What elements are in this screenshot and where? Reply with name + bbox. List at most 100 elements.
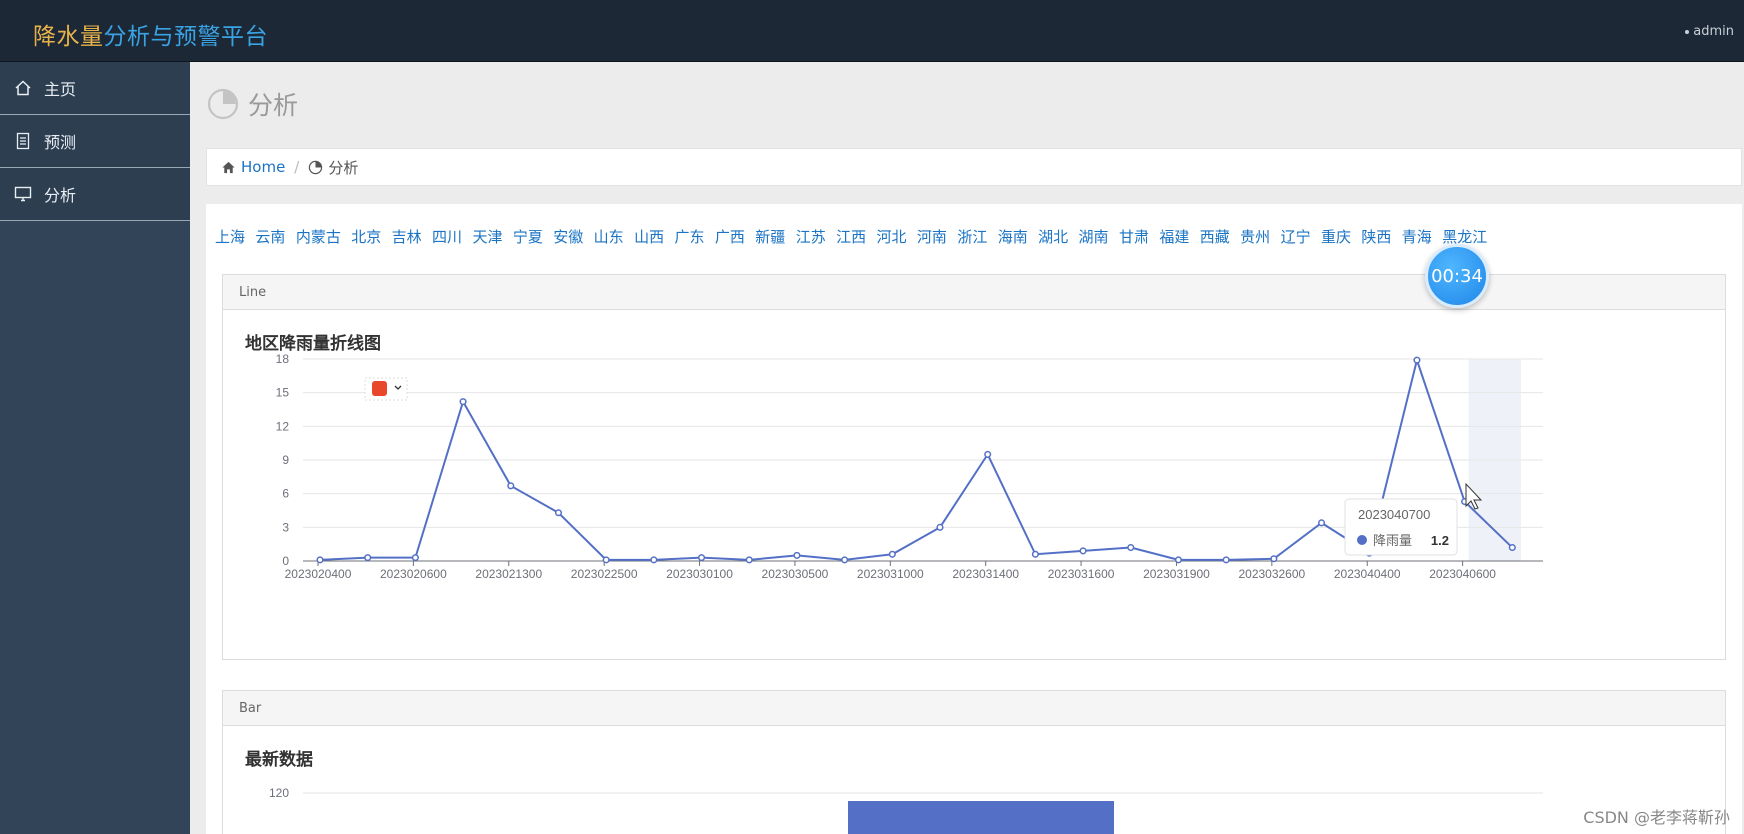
data-point xyxy=(936,523,944,531)
region-link[interactable]: 西藏 xyxy=(1199,228,1230,246)
region-link[interactable]: 江西 xyxy=(836,228,867,246)
watermark: CSDN @老李蒋靳孙 xyxy=(1583,808,1730,827)
region-link[interactable]: 甘肃 xyxy=(1118,228,1149,246)
rainfall-line-chart[interactable]: 0 3 6 9 12 15 18 2023020400 2023020600 2023021300… xyxy=(223,337,1727,657)
series-line-rainfall xyxy=(319,356,1514,561)
region-link[interactable]: 安徽 xyxy=(553,228,584,246)
region-link[interactable]: 青海 xyxy=(1401,228,1432,246)
data-point xyxy=(1222,556,1230,564)
region-link[interactable]: 内蒙古 xyxy=(295,228,341,246)
sidebar-item-analysis[interactable]: 分析 xyxy=(0,168,190,221)
breadcrumb-home[interactable]: Home xyxy=(221,158,285,176)
region-links: 上海 云南 内蒙古 北京 吉林 四川 天津 宁夏 安徽 山东 山西 广东 广西 新疆 江苏 江西 河北 河南 浙江海… xyxy=(215,226,1498,247)
region-link[interactable]: 云南 xyxy=(255,228,286,246)
region-link[interactable]: 河北 xyxy=(876,228,907,246)
data-point xyxy=(316,556,324,564)
data-point xyxy=(984,450,992,458)
brand-part1: 降水量 xyxy=(33,24,104,50)
sidebar-item-predict[interactable]: 预测 xyxy=(0,115,190,168)
data-point xyxy=(1079,547,1087,555)
x-tick-label: 2023020600 xyxy=(380,567,447,581)
chart-tooltip: 2023040700 降雨量 1.2 xyxy=(1344,498,1458,556)
pie-chart-icon xyxy=(309,160,323,174)
x-tick-label: 2023031400 xyxy=(952,567,1019,581)
ime-arrow xyxy=(394,385,402,390)
line-chart-card: Line 地区降雨量折线图 0 3 6 9 12 15 18 2023020400 202302… xyxy=(222,274,1726,660)
sidebar: 主页 预测 分析 xyxy=(0,62,190,834)
x-tick-label: 2023030100 xyxy=(666,567,733,581)
x-tick-label: 2023031000 xyxy=(857,567,924,581)
data-point xyxy=(888,550,896,558)
x-tick-label: 2023032600 xyxy=(1238,567,1305,581)
home-icon xyxy=(222,161,235,173)
data-point xyxy=(841,556,849,564)
x-tick-label: 2023040600 xyxy=(1429,567,1496,581)
data-point xyxy=(1127,543,1135,552)
region-link[interactable]: 新疆 xyxy=(755,228,786,246)
x-tick-label: 2023031900 xyxy=(1143,567,1210,581)
tooltip-value: 1.2 xyxy=(1431,533,1449,548)
brand-part2: 分析与预警平台 xyxy=(103,24,268,50)
y-tick-label: 18 xyxy=(276,352,290,366)
breadcrumb-separator: / xyxy=(294,158,300,176)
breadcrumb-current-label: 分析 xyxy=(328,158,359,177)
page-header: 分析 xyxy=(206,86,298,122)
tooltip-box xyxy=(1344,498,1458,556)
app-brand[interactable]: 降水量分析与预警平台 xyxy=(33,17,268,51)
user-name: admin xyxy=(1693,24,1734,39)
region-link[interactable]: 山西 xyxy=(634,228,665,246)
pie-chart-icon xyxy=(207,88,239,120)
region-link[interactable]: 海南 xyxy=(997,228,1028,246)
data-point xyxy=(1270,555,1278,563)
region-link[interactable]: 广东 xyxy=(674,228,705,246)
region-link[interactable]: 贵州 xyxy=(1240,228,1271,246)
latest-bar-chart[interactable]: 120 xyxy=(223,777,1727,834)
tooltip-series: 降雨量 xyxy=(1373,533,1412,548)
breadcrumb: Home / 分析 xyxy=(206,148,1742,186)
main-content: 分析 Home / 分析 上海 云南 内蒙古 北京 吉林 四川 天津 宁夏 安徽 山东 山西 广东 广西… xyxy=(190,62,1744,834)
data-point xyxy=(1317,519,1326,527)
region-link[interactable]: 重庆 xyxy=(1320,228,1351,246)
y-tick-label: 120 xyxy=(269,786,289,800)
region-link[interactable]: 福建 xyxy=(1159,228,1190,246)
region-link[interactable]: 上海 xyxy=(215,228,246,246)
bar-chart-card: Bar 最新数据 120 xyxy=(222,690,1726,834)
sidebar-item-label: 分析 xyxy=(44,186,77,205)
timer-badge[interactable]: 00:34 xyxy=(1425,244,1489,308)
data-point xyxy=(1413,356,1421,364)
region-link[interactable]: 辽宁 xyxy=(1280,228,1311,246)
y-tick-label: 3 xyxy=(282,520,289,534)
region-link[interactable]: 四川 xyxy=(432,228,463,246)
ime-widget-icon xyxy=(364,377,408,401)
region-link[interactable]: 浙江 xyxy=(957,228,988,246)
data-point xyxy=(554,509,563,517)
data-point xyxy=(364,554,372,562)
sidebar-item-home[interactable]: 主页 xyxy=(0,62,190,115)
x-tick-label: 2023021300 xyxy=(475,567,542,581)
data-point xyxy=(745,556,753,564)
region-link[interactable]: 广西 xyxy=(714,228,745,246)
sidebar-item-label: 主页 xyxy=(44,80,77,99)
y-tick-label: 15 xyxy=(276,386,290,400)
region-link[interactable]: 河南 xyxy=(916,228,947,246)
bar xyxy=(848,801,1114,834)
user-menu[interactable]: admin xyxy=(1685,24,1734,39)
document-icon xyxy=(12,131,34,151)
mouse-cursor-icon xyxy=(1465,482,1483,510)
region-link[interactable]: 江苏 xyxy=(795,228,826,246)
region-link[interactable]: 湖北 xyxy=(1038,228,1069,246)
region-link[interactable]: 天津 xyxy=(472,228,503,246)
bar-card-header: Bar xyxy=(223,691,1725,726)
line-chart-title: 地区降雨量折线图 xyxy=(245,334,381,354)
ime-logo xyxy=(372,381,387,396)
region-link[interactable]: 北京 xyxy=(351,228,382,246)
data-point xyxy=(507,482,515,490)
region-link[interactable]: 湖南 xyxy=(1078,228,1109,246)
region-link[interactable]: 吉林 xyxy=(391,228,422,246)
region-link[interactable]: 陕西 xyxy=(1361,228,1392,246)
region-link[interactable]: 山东 xyxy=(593,228,624,246)
region-link[interactable]: 黑龙江 xyxy=(1442,228,1488,246)
breadcrumb-home-label: Home xyxy=(241,158,286,176)
region-link[interactable]: 宁夏 xyxy=(512,228,543,246)
y-tick-label: 0 xyxy=(282,554,289,568)
